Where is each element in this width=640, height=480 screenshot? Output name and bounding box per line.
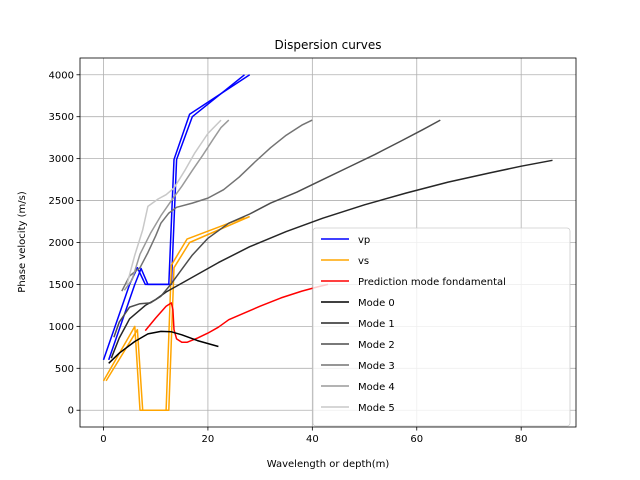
plot-area [102, 74, 553, 411]
y-tick-label: 2000 [49, 238, 74, 249]
series-line-8 [126, 119, 222, 285]
series-line-5 [113, 119, 441, 338]
legend-label: Mode 0 [358, 298, 395, 309]
series-line-6 [121, 119, 313, 292]
x-tick-label: 0 [100, 434, 106, 445]
series-line-2 [144, 283, 329, 344]
y-tick-label: 3000 [49, 154, 74, 165]
series-line-0 [107, 74, 245, 361]
series-line-1 [105, 215, 250, 411]
series-line-0 [102, 74, 251, 361]
y-tick-label: 500 [55, 364, 74, 375]
x-tick-label: 40 [306, 434, 319, 445]
y-tick-label: 1000 [49, 322, 74, 333]
y-tick-label: 1500 [49, 280, 74, 291]
legend: vp vs Prediction mode fondamental Mode 0 Mod… [312, 227, 571, 427]
x-tick-label: 60 [410, 434, 423, 445]
legend-box [312, 227, 571, 427]
chart-title: Dispersion curves [275, 38, 382, 52]
series-line-3 [108, 330, 219, 364]
axis-ticks: 0 20 40 60 80 0 500 1000 1500 2000 2500 3000 3500 400… [49, 70, 528, 445]
y-tick-label: 4000 [49, 70, 74, 81]
y-tick-label: 0 [68, 406, 74, 417]
legend-label: Mode 2 [358, 340, 395, 351]
legend-label: vs [358, 256, 369, 267]
y-tick-label: 2500 [49, 196, 74, 207]
series-line-7 [123, 119, 230, 291]
y-axis-title: Phase velocity (m/s) [17, 191, 28, 293]
series-line-4 [110, 159, 553, 359]
legend-label: Prediction mode fondamental [358, 277, 506, 288]
legend-label: vp [358, 235, 370, 246]
legend-label: Mode 1 [358, 319, 395, 330]
x-axis-title: Wavelength or depth(m) [267, 459, 390, 470]
x-tick-label: 20 [202, 434, 215, 445]
y-tick-label: 3500 [49, 112, 74, 123]
legend-label: Mode 5 [358, 403, 395, 414]
legend-label: Mode 4 [358, 382, 395, 393]
legend-label: Mode 3 [358, 361, 395, 372]
x-tick-label: 80 [515, 434, 528, 445]
